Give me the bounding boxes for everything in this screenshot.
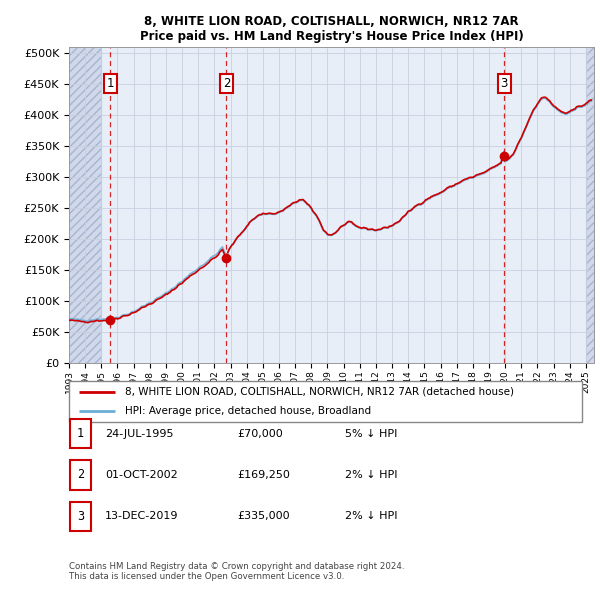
Text: 8, WHITE LION ROAD, COLTISHALL, NORWICH, NR12 7AR (detached house): 8, WHITE LION ROAD, COLTISHALL, NORWICH,…: [125, 386, 514, 396]
FancyBboxPatch shape: [70, 419, 91, 448]
Title: 8, WHITE LION ROAD, COLTISHALL, NORWICH, NR12 7AR
Price paid vs. HM Land Registr: 8, WHITE LION ROAD, COLTISHALL, NORWICH,…: [140, 15, 523, 43]
Text: £335,000: £335,000: [237, 512, 290, 521]
Text: 2% ↓ HPI: 2% ↓ HPI: [345, 512, 398, 521]
Text: 3: 3: [500, 77, 508, 90]
Text: 5% ↓ HPI: 5% ↓ HPI: [345, 429, 397, 438]
FancyBboxPatch shape: [70, 502, 91, 531]
Text: £169,250: £169,250: [237, 470, 290, 480]
Text: 2: 2: [223, 77, 230, 90]
Text: 2% ↓ HPI: 2% ↓ HPI: [345, 470, 398, 480]
FancyBboxPatch shape: [69, 381, 582, 422]
Text: 1: 1: [77, 427, 84, 440]
Text: Contains HM Land Registry data © Crown copyright and database right 2024.
This d: Contains HM Land Registry data © Crown c…: [69, 562, 404, 581]
Text: 13-DEC-2019: 13-DEC-2019: [105, 512, 179, 521]
Text: 1: 1: [107, 77, 114, 90]
Text: 24-JUL-1995: 24-JUL-1995: [105, 429, 173, 438]
Text: 2: 2: [77, 468, 84, 481]
Text: 3: 3: [77, 510, 84, 523]
Text: HPI: Average price, detached house, Broadland: HPI: Average price, detached house, Broa…: [125, 406, 371, 416]
FancyBboxPatch shape: [70, 460, 91, 490]
Text: 01-OCT-2002: 01-OCT-2002: [105, 470, 178, 480]
Text: £70,000: £70,000: [237, 429, 283, 438]
